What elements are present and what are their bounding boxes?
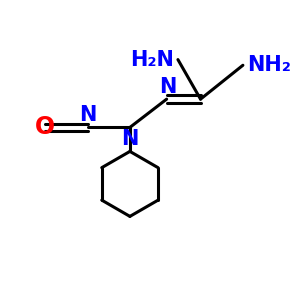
Text: N: N bbox=[159, 77, 177, 97]
Text: NH₂: NH₂ bbox=[247, 55, 291, 75]
Text: H₂N: H₂N bbox=[130, 50, 174, 70]
Text: O: O bbox=[35, 116, 55, 140]
Text: N: N bbox=[79, 105, 96, 125]
Text: N: N bbox=[121, 129, 139, 149]
